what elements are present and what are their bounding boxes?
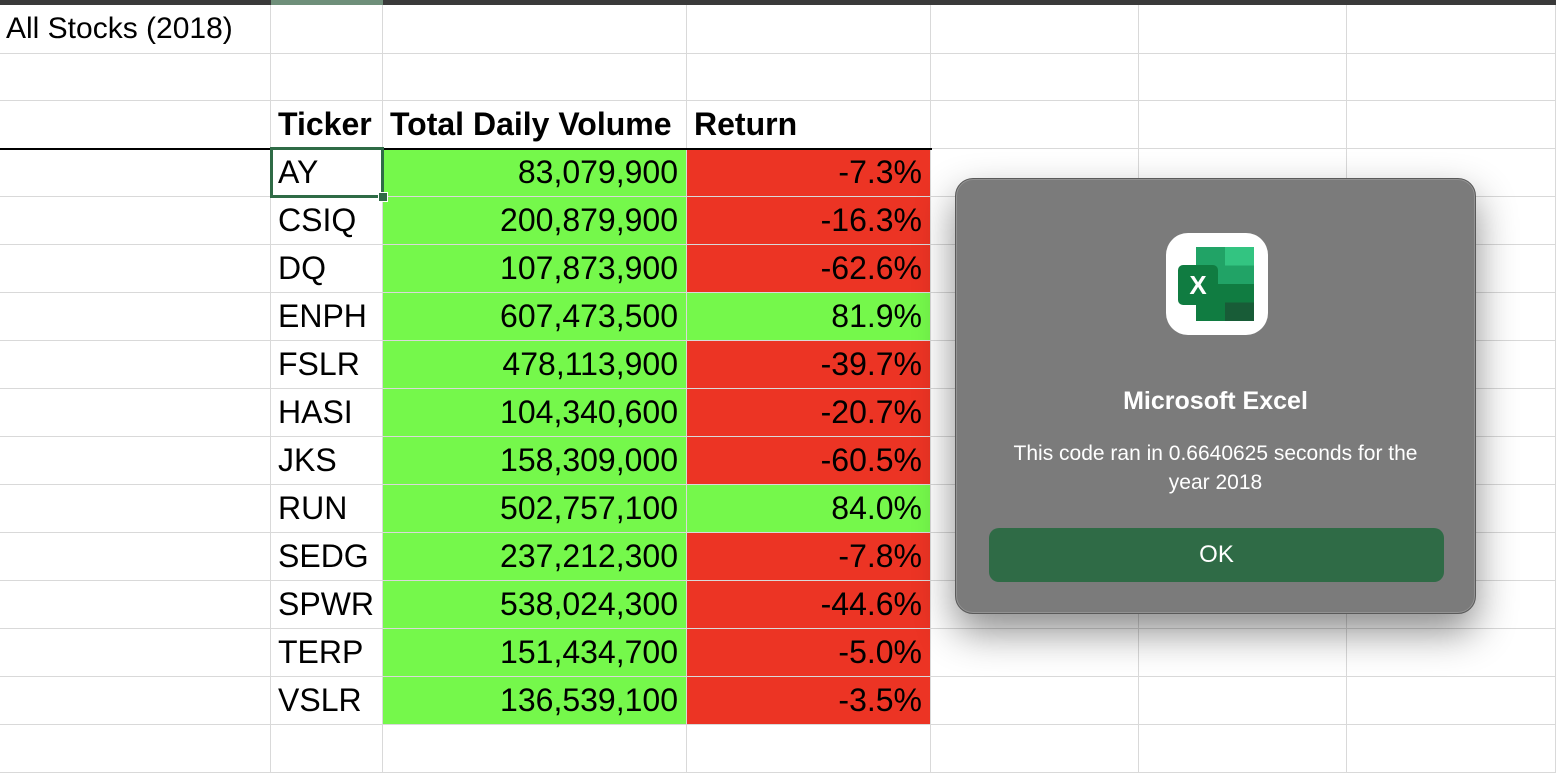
cell[interactable] xyxy=(931,629,1139,677)
row-divider xyxy=(0,148,932,150)
cell[interactable] xyxy=(0,389,271,437)
cell[interactable] xyxy=(383,725,687,773)
svg-text:X: X xyxy=(1189,270,1207,300)
alert-dialog: X Microsoft Excel This code ran in 0.664… xyxy=(955,178,1476,614)
cell[interactable] xyxy=(1347,54,1556,101)
return-cell[interactable]: -44.6% xyxy=(687,581,931,629)
volume-cell[interactable]: 104,340,600 xyxy=(383,389,687,437)
column-header-bar xyxy=(0,0,1556,5)
volume-cell[interactable]: 83,079,900 xyxy=(383,149,687,197)
cell[interactable] xyxy=(1139,101,1347,149)
return-cell[interactable]: -20.7% xyxy=(687,389,931,437)
cell[interactable] xyxy=(271,54,383,101)
volume-cell[interactable]: 107,873,900 xyxy=(383,245,687,293)
ticker-cell[interactable]: SEDG xyxy=(271,533,383,581)
volume-cell[interactable]: 158,309,000 xyxy=(383,437,687,485)
cell[interactable] xyxy=(0,197,271,245)
cell[interactable] xyxy=(1139,725,1347,773)
cell[interactable] xyxy=(0,245,271,293)
cell[interactable] xyxy=(1139,677,1347,725)
cell[interactable] xyxy=(0,533,271,581)
return-cell[interactable]: -7.3% xyxy=(687,149,931,197)
cell[interactable] xyxy=(0,437,271,485)
return-cell[interactable]: -62.6% xyxy=(687,245,931,293)
ticker-cell[interactable]: TERP xyxy=(271,629,383,677)
dialog-message: This code ran in 0.6640625 seconds for t… xyxy=(1013,442,1418,494)
ticker-cell[interactable]: DQ xyxy=(271,245,383,293)
cell[interactable] xyxy=(0,101,271,149)
volume-cell[interactable]: 136,539,100 xyxy=(383,677,687,725)
return-cell[interactable]: -60.5% xyxy=(687,437,931,485)
volume-cell[interactable]: 502,757,100 xyxy=(383,485,687,533)
cell[interactable] xyxy=(271,725,383,773)
cell[interactable] xyxy=(0,677,271,725)
cell[interactable] xyxy=(1139,629,1347,677)
ticker-cell[interactable]: RUN xyxy=(271,485,383,533)
cell[interactable] xyxy=(0,293,271,341)
cell[interactable] xyxy=(931,101,1139,149)
cell[interactable] xyxy=(1347,629,1556,677)
fill-handle[interactable] xyxy=(378,192,388,202)
ticker-cell[interactable]: AY xyxy=(271,149,383,197)
cell[interactable] xyxy=(1347,725,1556,773)
return-cell[interactable]: -7.8% xyxy=(687,533,931,581)
volume-cell[interactable]: 237,212,300 xyxy=(383,533,687,581)
cell[interactable] xyxy=(0,581,271,629)
selected-column-indicator xyxy=(271,0,383,5)
volume-cell[interactable]: 151,434,700 xyxy=(383,629,687,677)
cell[interactable] xyxy=(0,54,271,101)
cell[interactable] xyxy=(0,485,271,533)
ticker-cell[interactable]: SPWR xyxy=(271,581,383,629)
ticker-cell[interactable]: ENPH xyxy=(271,293,383,341)
cell[interactable] xyxy=(383,54,687,101)
cell[interactable] xyxy=(687,54,931,101)
return-cell[interactable]: 81.9% xyxy=(687,293,931,341)
cell[interactable] xyxy=(0,149,271,197)
volume-cell[interactable]: 538,024,300 xyxy=(383,581,687,629)
return-cell[interactable]: -3.5% xyxy=(687,677,931,725)
cell[interactable] xyxy=(1139,5,1347,54)
header-ticker[interactable]: Ticker xyxy=(271,101,383,149)
ticker-cell[interactable]: JKS xyxy=(271,437,383,485)
cell[interactable] xyxy=(0,341,271,389)
cell[interactable] xyxy=(1347,677,1556,725)
cell[interactable] xyxy=(1139,54,1347,101)
ticker-cell[interactable]: HASI xyxy=(271,389,383,437)
cell[interactable] xyxy=(687,5,931,54)
return-cell[interactable]: 84.0% xyxy=(687,485,931,533)
cell[interactable] xyxy=(687,725,931,773)
return-cell[interactable]: -39.7% xyxy=(687,341,931,389)
ticker-cell[interactable]: FSLR xyxy=(271,341,383,389)
volume-cell[interactable]: 478,113,900 xyxy=(383,341,687,389)
return-cell[interactable]: -5.0% xyxy=(687,629,931,677)
ok-button[interactable]: OK xyxy=(989,528,1444,582)
volume-cell[interactable]: 607,473,500 xyxy=(383,293,687,341)
cell[interactable] xyxy=(0,629,271,677)
cell[interactable] xyxy=(271,5,383,54)
cell[interactable] xyxy=(1347,5,1556,54)
cell[interactable] xyxy=(931,677,1139,725)
cell[interactable] xyxy=(931,725,1139,773)
return-cell[interactable]: -16.3% xyxy=(687,197,931,245)
excel-icon: X xyxy=(1166,233,1268,335)
ticker-cell[interactable]: CSIQ xyxy=(271,197,383,245)
cell[interactable] xyxy=(931,5,1139,54)
sheet-title[interactable]: All Stocks (2018) xyxy=(0,5,271,54)
header-total-daily-volume[interactable]: Total Daily Volume xyxy=(383,101,687,149)
cell[interactable] xyxy=(0,725,271,773)
dialog-title: Microsoft Excel xyxy=(1123,387,1308,415)
volume-cell[interactable]: 200,879,900 xyxy=(383,197,687,245)
cell[interactable] xyxy=(1347,101,1556,149)
ticker-cell[interactable]: VSLR xyxy=(271,677,383,725)
header-return[interactable]: Return xyxy=(687,101,931,149)
cell[interactable] xyxy=(383,5,687,54)
cell[interactable] xyxy=(931,54,1139,101)
